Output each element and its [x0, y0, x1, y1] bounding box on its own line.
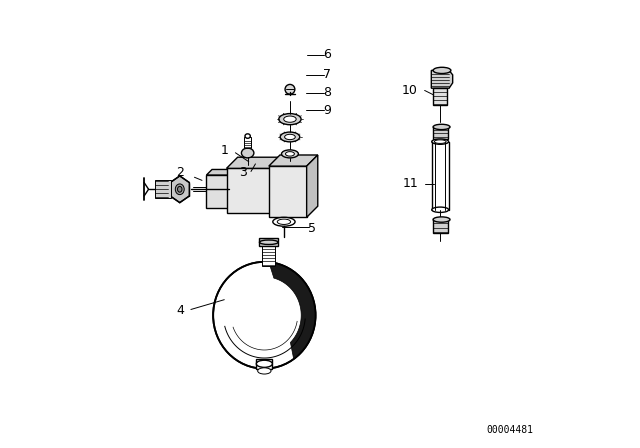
Ellipse shape — [433, 124, 450, 129]
Text: 7: 7 — [323, 69, 331, 82]
Ellipse shape — [432, 207, 449, 212]
Text: 1: 1 — [221, 144, 228, 157]
Ellipse shape — [213, 262, 316, 369]
Ellipse shape — [258, 368, 271, 374]
Ellipse shape — [433, 67, 451, 73]
Text: 2: 2 — [177, 166, 184, 179]
Text: 6: 6 — [323, 48, 331, 61]
Ellipse shape — [177, 186, 182, 192]
Polygon shape — [269, 262, 316, 359]
Ellipse shape — [282, 150, 298, 158]
Ellipse shape — [277, 219, 291, 224]
Ellipse shape — [280, 132, 300, 142]
Text: 8: 8 — [323, 86, 331, 99]
Ellipse shape — [175, 184, 184, 194]
Ellipse shape — [273, 217, 295, 226]
Text: 3: 3 — [239, 166, 246, 179]
Bar — [262, 246, 275, 266]
Ellipse shape — [284, 116, 296, 122]
Text: 4: 4 — [177, 304, 184, 317]
Polygon shape — [227, 168, 271, 213]
Polygon shape — [269, 155, 318, 166]
Ellipse shape — [257, 360, 273, 367]
Polygon shape — [227, 157, 282, 168]
Polygon shape — [207, 169, 234, 175]
Polygon shape — [431, 70, 452, 88]
Bar — [257, 359, 273, 369]
Polygon shape — [269, 166, 307, 217]
Ellipse shape — [285, 152, 294, 156]
Polygon shape — [307, 155, 318, 217]
Bar — [433, 88, 447, 105]
Ellipse shape — [245, 134, 250, 138]
Text: 11: 11 — [402, 177, 418, 190]
Ellipse shape — [285, 134, 295, 140]
Bar — [433, 219, 448, 233]
Text: 00004481: 00004481 — [486, 426, 534, 435]
Ellipse shape — [435, 140, 446, 143]
Text: 5: 5 — [308, 222, 316, 235]
Polygon shape — [170, 176, 189, 202]
Ellipse shape — [279, 114, 301, 125]
Text: 10: 10 — [402, 84, 418, 97]
Bar — [156, 181, 171, 198]
Ellipse shape — [285, 84, 295, 94]
Text: 9: 9 — [323, 104, 331, 117]
Polygon shape — [271, 157, 282, 213]
Bar — [259, 238, 278, 246]
Bar — [433, 127, 448, 139]
Ellipse shape — [241, 148, 254, 158]
Ellipse shape — [433, 217, 450, 222]
Polygon shape — [207, 175, 228, 208]
Bar — [244, 137, 252, 148]
Ellipse shape — [259, 240, 278, 245]
Ellipse shape — [432, 139, 449, 144]
